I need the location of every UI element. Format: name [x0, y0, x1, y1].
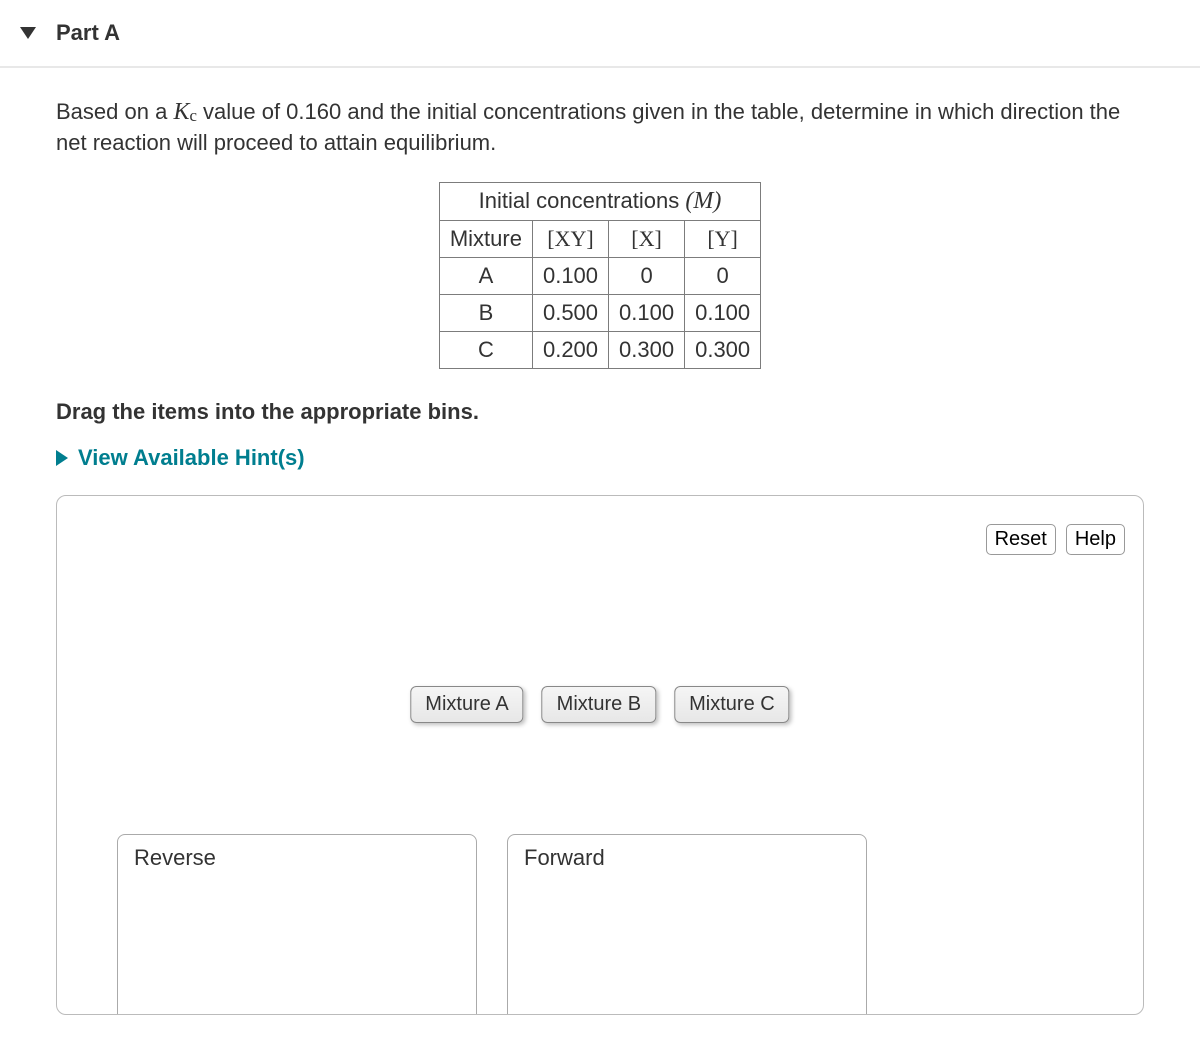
bin-forward-label: Forward	[524, 845, 850, 871]
help-button[interactable]: Help	[1066, 524, 1125, 555]
table-row: A 0.100 0 0	[439, 258, 760, 295]
draggable-mixture-a[interactable]: Mixture A	[410, 686, 523, 723]
table-header-row: Mixture [XY] [X] [Y]	[439, 221, 760, 258]
bin-reverse[interactable]: Reverse	[117, 834, 477, 1015]
bin-forward[interactable]: Forward	[507, 834, 867, 1015]
draggable-mixture-b[interactable]: Mixture B	[542, 686, 656, 723]
draggable-items: Mixture A Mixture B Mixture C	[410, 686, 789, 723]
concentration-table: Initial concentrations (M) Mixture [XY] …	[439, 182, 761, 369]
part-title: Part A	[56, 20, 120, 46]
view-hints-label: View Available Hint(s)	[78, 445, 305, 471]
draggable-mixture-c[interactable]: Mixture C	[674, 686, 790, 723]
table-title: Initial concentrations (M)	[439, 183, 760, 221]
caret-down-icon	[20, 27, 36, 39]
caret-right-icon	[56, 450, 68, 466]
drop-bins: Reverse Forward	[117, 834, 867, 1015]
instruction-text: Drag the items into the appropriate bins…	[56, 399, 1144, 425]
drag-drop-workspace: Reset Help Mixture A Mixture B Mixture C…	[56, 495, 1144, 1015]
reset-button[interactable]: Reset	[986, 524, 1056, 555]
question-text: Based on a Kc value of 0.160 and the ini…	[56, 96, 1144, 158]
table-row: B 0.500 0.100 0.100	[439, 295, 760, 332]
table-row: C 0.200 0.300 0.300	[439, 332, 760, 369]
part-header[interactable]: Part A	[0, 0, 1200, 68]
bin-reverse-label: Reverse	[134, 845, 460, 871]
view-hints-link[interactable]: View Available Hint(s)	[56, 445, 305, 471]
